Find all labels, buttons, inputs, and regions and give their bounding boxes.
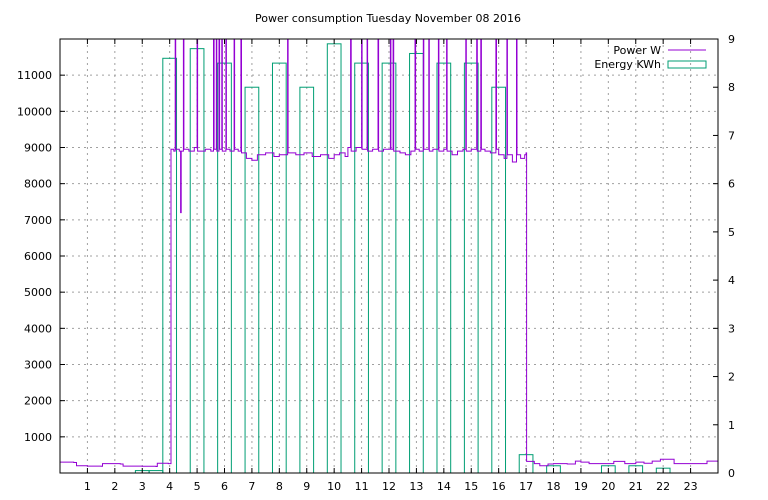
x-tick-label: 19 <box>574 480 588 493</box>
x-tick-label: 4 <box>166 480 173 493</box>
y2-tick-label: 5 <box>728 226 735 239</box>
x-tick-label: 8 <box>276 480 283 493</box>
x-tick-label: 10 <box>327 480 341 493</box>
x-tick-label: 3 <box>139 480 146 493</box>
grid <box>60 39 718 473</box>
x-tick-label: 21 <box>629 480 643 493</box>
y-tick-label: 2000 <box>24 395 52 408</box>
legend: Power W Energy KWh <box>594 44 707 71</box>
x-tick-label: 2 <box>111 480 118 493</box>
x-tick-label: 1 <box>84 480 91 493</box>
energy-bar <box>409 52 424 474</box>
y-tick-label: 1000 <box>24 431 52 444</box>
x-tick-label: 13 <box>409 480 423 493</box>
x-tick-label: 16 <box>492 480 506 493</box>
legend-label-power: Power W <box>613 44 661 57</box>
x-tick-label: 22 <box>656 480 670 493</box>
legend-label-energy: Energy KWh <box>594 58 661 71</box>
axes: 1 2 3 4 5 6 7 8 9 10 11 12 13 14 15 16 17 18 19 20 21 22 23100… <box>17 33 735 493</box>
x-tick-label: 14 <box>437 480 451 493</box>
power-line <box>60 38 718 467</box>
energy-bars <box>134 43 671 474</box>
y2-tick-label: 4 <box>728 274 735 287</box>
y2-tick-label: 2 <box>728 371 735 384</box>
x-tick-label: 5 <box>194 480 201 493</box>
x-tick-label: 23 <box>684 480 698 493</box>
y-tick-label: 5000 <box>24 286 52 299</box>
y-tick-label: 3000 <box>24 359 52 372</box>
y2-tick-label: 8 <box>728 81 735 94</box>
x-tick-label: 20 <box>601 480 615 493</box>
x-tick-label: 15 <box>464 480 478 493</box>
x-tick-label: 11 <box>355 480 369 493</box>
plot-frame <box>59 38 719 474</box>
y-tick-label: 4000 <box>24 322 52 335</box>
power-line-path <box>60 38 718 467</box>
y2-tick-label: 6 <box>728 178 735 191</box>
legend-swatch-energy <box>667 60 707 69</box>
y-tick-label: 10000 <box>17 105 52 118</box>
energy-bar <box>162 57 178 474</box>
x-tick-label: 18 <box>547 480 561 493</box>
x-tick-label: 12 <box>382 480 396 493</box>
y2-tick-label: 9 <box>728 33 735 46</box>
y2-tick-label: 7 <box>728 129 735 142</box>
y-tick-label: 11000 <box>17 69 52 82</box>
x-tick-label: 17 <box>519 480 533 493</box>
y2-tick-label: 0 <box>728 467 735 480</box>
y2-tick-label: 3 <box>728 322 735 335</box>
y-tick-label: 6000 <box>24 250 52 263</box>
y2-tick-label: 1 <box>728 419 735 432</box>
y-tick-label: 8000 <box>24 178 52 191</box>
energy-bar <box>326 43 342 474</box>
x-tick-label: 7 <box>248 480 255 493</box>
chart-title: Power consumption Tuesday November 08 20… <box>255 12 521 25</box>
x-tick-label: 6 <box>221 480 228 493</box>
y-tick-label: 9000 <box>24 142 52 155</box>
y-tick-label: 7000 <box>24 214 52 227</box>
x-tick-label: 9 <box>303 480 310 493</box>
